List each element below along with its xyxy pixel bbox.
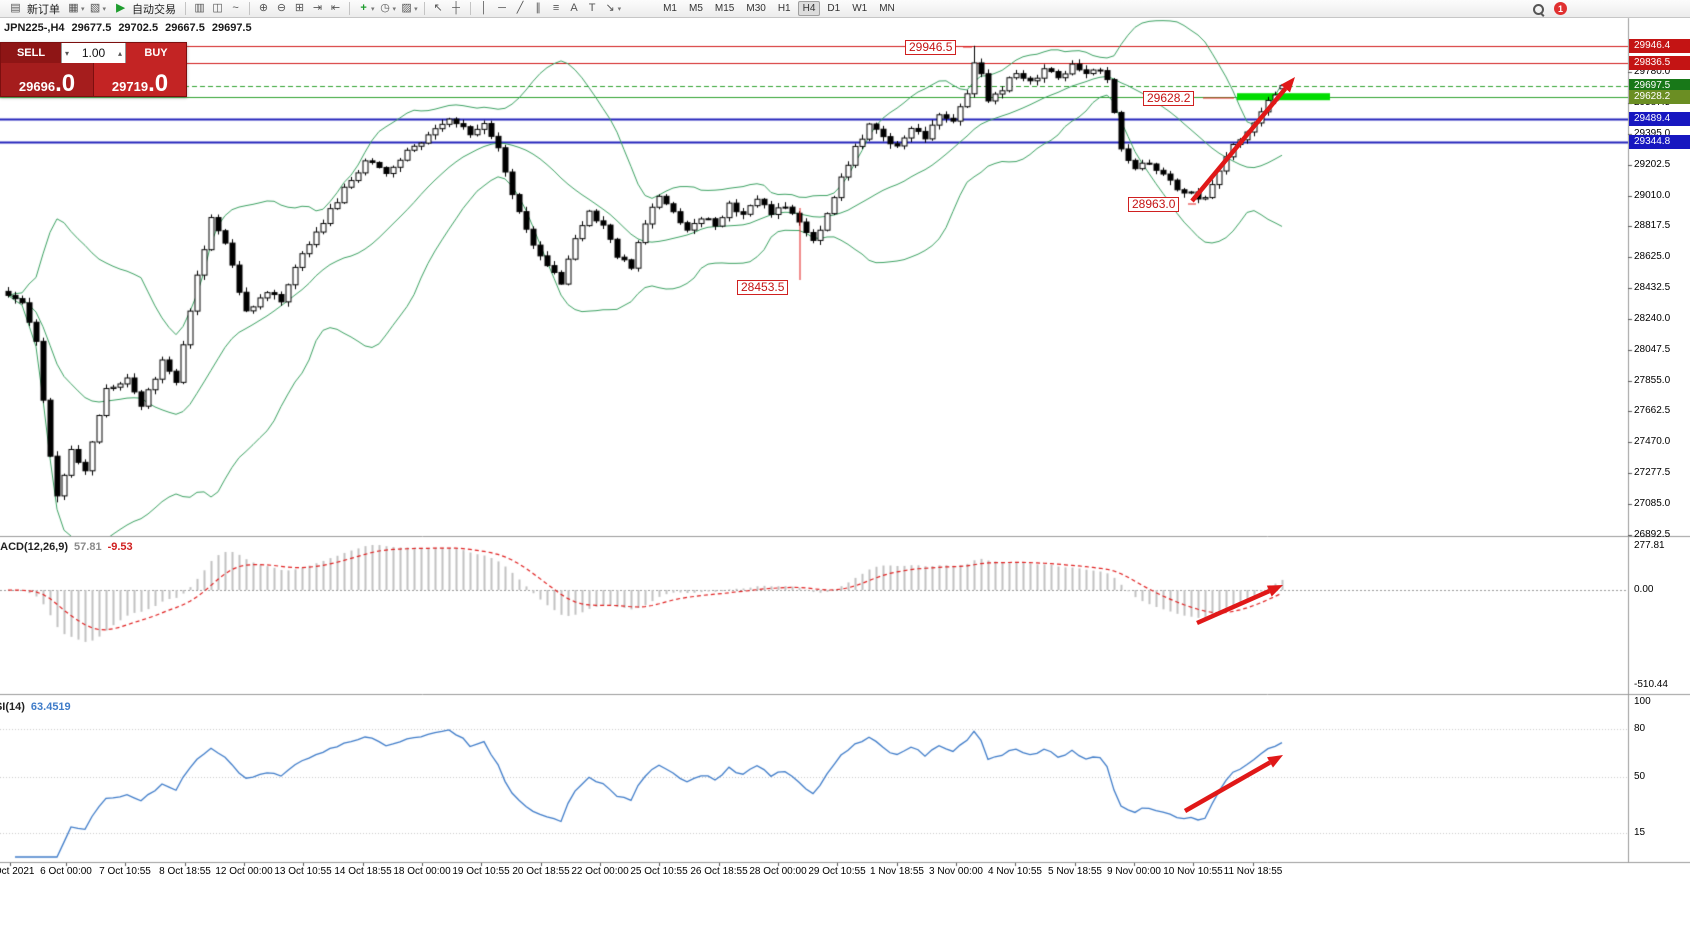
horizontal-line-tool-icon[interactable]: ─	[498, 2, 506, 14]
rsi-name: RSI(14)	[0, 701, 25, 713]
toolbar-separator	[349, 2, 351, 15]
sell-price-main: 29696	[18, 79, 56, 94]
bar-chart-type-icon[interactable]: ▥	[194, 2, 205, 14]
new-chart-icon[interactable]: ▦	[68, 2, 79, 14]
buy-price-big-digit: .0	[148, 70, 169, 97]
chevron-down-icon[interactable]: ▾	[102, 5, 107, 13]
arrows-tool-icon[interactable]: ↘	[605, 2, 615, 14]
volume-down-icon[interactable]: ▾	[65, 48, 70, 58]
autotrade-button[interactable]: ▶ 自动交易	[108, 1, 180, 17]
timeframe-m15[interactable]: M15	[714, 3, 735, 14]
autotrade-label: 自动交易	[132, 3, 177, 16]
volume-value[interactable]: 1.00	[81, 46, 106, 60]
autotrade-play-icon: ▶	[116, 2, 125, 14]
search-icon[interactable]	[1531, 2, 1545, 16]
rsi-value: 63.4519	[30, 701, 71, 713]
volume-stepper[interactable]: ▾ 1.00 ▴	[61, 43, 126, 63]
timeframe-w1[interactable]: W1	[852, 3, 868, 14]
text-label-tool-icon[interactable]: T	[588, 2, 596, 14]
auto-scroll-icon[interactable]: ⇥	[312, 2, 323, 14]
one-click-trading-panel: SELL ▾ 1.00 ▴ BUY 29696.0 29719.0	[0, 42, 187, 97]
new-order-button[interactable]: ▤ 新订单	[3, 1, 64, 17]
macd-main-value: 57.81	[74, 541, 102, 553]
macd-indicator-label: MACD(12,26,9) 57.81 -9.53	[0, 541, 139, 553]
chevron-down-icon[interactable]: ▾	[371, 5, 375, 13]
timeframe-h4[interactable]: H4	[797, 1, 821, 16]
templates-icon[interactable]: ▨	[401, 2, 412, 14]
tile-windows-icon[interactable]: ⊞	[294, 2, 305, 14]
candlestick-chart-type-icon[interactable]: ◫	[212, 2, 223, 14]
timeframe-mn[interactable]: MN	[879, 3, 895, 14]
low-value: 29667.5	[165, 22, 205, 34]
open-value: 29677.5	[71, 22, 112, 34]
timeframe-d1[interactable]: D1	[827, 3, 841, 14]
toolbar-separator	[185, 2, 187, 15]
toolbar-separator	[423, 2, 425, 15]
rsi-indicator-label: RSI(14) 63.4519	[0, 701, 77, 713]
line-chart-type-icon[interactable]: ~	[232, 2, 239, 14]
toolbar-separator	[469, 2, 471, 15]
fibonacci-tool-icon[interactable]: ≡	[552, 2, 560, 14]
chevron-down-icon[interactable]: ▾	[392, 5, 397, 13]
add-indicator-icon[interactable]: +	[360, 2, 367, 14]
macd-signal-value: -9.53	[107, 541, 133, 553]
channel-tool-icon[interactable]: ∥	[535, 2, 541, 14]
chart-shift-icon[interactable]: ⇤	[330, 2, 341, 14]
timeframe-m30[interactable]: M30	[746, 3, 766, 14]
top-toolbar: ▤ 新订单 ▦ ▾ ▧ ▾ ▶ 自动交易 ▥ ◫ ~ ⊕ ⊖ ⊞ ⇥ ⇤ + ▾…	[0, 0, 1690, 18]
close-value: 29697.5	[211, 22, 252, 34]
trendline-tool-icon[interactable]: ╱	[516, 2, 524, 14]
timeframe-buttons: M1 M5 M15 M30 H1 H4 D1 W1 MN	[657, 1, 901, 16]
notification-badge[interactable]: 1	[1554, 2, 1567, 15]
macd-name: MACD(12,26,9)	[0, 541, 69, 553]
vertical-line-tool-icon[interactable]: │	[480, 2, 488, 14]
sell-button[interactable]: SELL	[1, 43, 61, 63]
sell-price[interactable]: 29696.0	[1, 63, 93, 96]
text-tool-icon[interactable]: A	[570, 2, 578, 14]
zoom-in-icon[interactable]: ⊕	[258, 2, 269, 14]
chevron-down-icon[interactable]: ▾	[414, 5, 418, 13]
chevron-down-icon[interactable]: ▾	[81, 5, 85, 13]
buy-button[interactable]: BUY	[126, 43, 186, 63]
new-order-icon: ▤	[10, 2, 21, 14]
timeframe-m5[interactable]: M5	[689, 3, 703, 14]
sell-price-big-digit: .0	[55, 70, 76, 97]
chart-ohlc-header: JPN225-,H4 29677.5 29702.5 29667.5 29697.5	[4, 22, 259, 34]
zoom-out-icon[interactable]: ⊖	[276, 2, 287, 14]
toolbar-separator	[249, 2, 251, 15]
high-value: 29702.5	[118, 22, 159, 34]
buy-price[interactable]: 29719.0	[93, 63, 186, 96]
new-order-label: 新订单	[27, 3, 60, 16]
symbol-period-label: JPN225-,H4	[4, 22, 65, 34]
profiles-icon[interactable]: ▧	[89, 2, 101, 14]
chevron-down-icon[interactable]: ▾	[617, 5, 622, 13]
buy-price-main: 29719	[111, 79, 149, 94]
toolbar-right-group: 1	[1531, 2, 1567, 16]
timeframe-h1[interactable]: H1	[777, 3, 791, 14]
periods-icon[interactable]: ◷	[380, 2, 390, 14]
timeframe-m1[interactable]: M1	[663, 3, 677, 14]
crosshair-icon[interactable]: ┼	[452, 2, 460, 14]
volume-up-icon[interactable]: ▴	[117, 48, 122, 58]
cursor-icon[interactable]: ↖	[433, 2, 443, 14]
